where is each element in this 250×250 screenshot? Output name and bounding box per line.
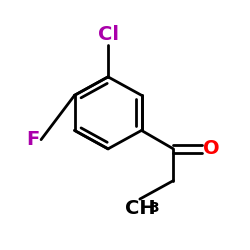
Text: F: F xyxy=(26,130,40,149)
Text: 3: 3 xyxy=(149,201,159,215)
Text: CH: CH xyxy=(124,199,155,218)
Text: O: O xyxy=(204,139,220,158)
Text: Cl: Cl xyxy=(98,25,118,44)
